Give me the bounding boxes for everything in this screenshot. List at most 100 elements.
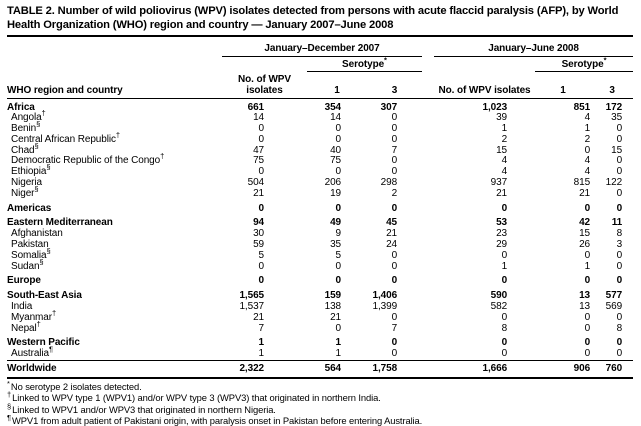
spacer-cell xyxy=(422,156,434,167)
row-democratic-republic-of-the-congo: Democratic Republic of the Congo† 75 75 … xyxy=(7,153,633,167)
row-label: Americas xyxy=(7,202,52,214)
cell-2007-isolates: 1,565 xyxy=(239,290,264,302)
row-label-cell: Afghanistan xyxy=(7,228,222,240)
row-label: Angola xyxy=(11,112,42,124)
empty-cell xyxy=(7,37,222,57)
cell-2007-isolates: 30 xyxy=(253,228,264,240)
row-worldwide: Worldwide 2,322 564 1,758 1,666 906 760 xyxy=(7,360,634,379)
row-chad: Chad§ 47 40 7 15 0 15 xyxy=(7,142,633,157)
cell-2008-isolates: 29 xyxy=(496,239,508,251)
cell-2008-serotype1: 1 xyxy=(584,123,591,135)
row-label-cell: Worldwide xyxy=(7,360,222,379)
cell-2007-serotype3: 1,758 xyxy=(367,360,423,379)
row-label: Democratic Republic of the Congo xyxy=(11,155,161,167)
cell-2008-serotype3: 0 xyxy=(616,275,623,287)
footnote-text: Linked to WPV1 and/or WPV3 that originat… xyxy=(12,403,276,415)
row-nigeria: Nigeria 504 206 298 937 815 122 xyxy=(7,177,633,189)
row-label: India xyxy=(11,301,33,313)
row-south-east-asia: South-East Asia 1,565 159 1,406 590 13 5… xyxy=(7,287,633,302)
cell-2007-isolates: 47 xyxy=(253,144,264,156)
cell-2008-serotype1: 0 xyxy=(584,249,591,261)
cell-2007-serotype3: 0 xyxy=(391,133,398,145)
spacer-cell xyxy=(422,334,434,349)
cell-2008-serotype3: 0 xyxy=(616,311,623,323)
cell-2008-isolates: 0 xyxy=(501,275,508,287)
row-footnote-marker: § xyxy=(34,141,39,151)
row-label: Benin xyxy=(11,123,37,135)
cell-2008-serotype1: 0 xyxy=(584,144,591,156)
cell-2008-isolates: 1,666 xyxy=(434,360,536,379)
cell-2008-isolates: 590 xyxy=(490,290,508,302)
cell-2007-serotype1: 1 xyxy=(335,348,342,360)
cell-2007-serotype3: 0 xyxy=(391,348,398,360)
cell-2008-serotype3: 0 xyxy=(616,337,623,349)
row-label-cell: Americas xyxy=(7,200,222,215)
spacer-cell xyxy=(422,262,434,273)
cell-2008-serotype1: 13 xyxy=(579,301,591,313)
cell-2007-isolates: 0 xyxy=(258,166,265,178)
cell-2008-isolates: 0 xyxy=(501,348,508,360)
row-label: Myanmar xyxy=(11,311,52,323)
cell-2007-serotype1: 0 xyxy=(335,275,342,287)
cell-2008-serotype3: 577 xyxy=(605,290,623,302)
cell-2007-serotype1: 9 xyxy=(335,228,342,240)
spacer-cell xyxy=(422,167,434,178)
spacer-cell xyxy=(422,98,434,113)
spacer-cell xyxy=(422,251,434,262)
row-footnote-marker: ¶ xyxy=(49,344,54,354)
row-label: Niger xyxy=(11,187,35,199)
row-label: Europe xyxy=(7,275,41,287)
row-afghanistan: Afghanistan 30 9 21 23 15 8 xyxy=(7,228,633,240)
row-myanmar: Myanmar† 21 21 0 0 0 0 xyxy=(7,309,633,324)
row-label-cell: India xyxy=(7,301,222,313)
spacer-cell xyxy=(422,146,434,157)
row-label-cell: Eastern Mediterranean xyxy=(7,214,222,229)
row-label: Western Pacific xyxy=(7,337,80,349)
spacer-cell xyxy=(422,287,434,302)
cell-2007-serotype3: 0 xyxy=(391,337,398,349)
cell-2007-isolates: 2,322 xyxy=(222,360,307,379)
cell-2008-serotype3: 8 xyxy=(616,322,623,334)
cell-2007-isolates: 1,537 xyxy=(239,301,264,313)
row-footnote-marker: § xyxy=(46,162,51,172)
cell-2008-serotype1: 0 xyxy=(584,202,591,214)
spacer-cell xyxy=(422,71,435,99)
cell-2008-serotype1: 26 xyxy=(579,239,591,251)
cell-2008-serotype3: 0 xyxy=(616,133,623,145)
row-africa: Africa 661 354 307 1,023 851 172 xyxy=(7,98,633,113)
serotype3-2008-column-header: 3 xyxy=(591,71,634,99)
cell-2007-serotype1: 49 xyxy=(330,217,341,229)
row-sudan: Sudan§ 0 0 0 1 1 0 xyxy=(7,258,633,273)
cell-2007-serotype3: 45 xyxy=(386,217,398,229)
cell-2007-serotype1: 14 xyxy=(330,112,341,124)
footnote-marker: * xyxy=(7,378,10,388)
table-body: Africa 661 354 307 1,023 851 172 Angola †… xyxy=(7,98,634,379)
cell-2008-isolates: 4 xyxy=(501,155,508,167)
spacer-cell xyxy=(422,324,434,335)
empty-cell xyxy=(7,57,222,72)
row-eastern-mediterranean: Eastern Mediterranean 94 49 45 53 42 11 xyxy=(7,214,633,229)
footnote-australia-case: ¶WPV1 from adult patient of Pakistani or… xyxy=(7,414,633,426)
spacer-cell xyxy=(422,349,434,360)
cell-2008-isolates: 1,023 xyxy=(482,101,508,113)
cell-2007-isolates: 0 xyxy=(258,202,265,214)
row-label: Nigeria xyxy=(11,177,42,189)
cell-2008-serotype3: 569 xyxy=(605,301,623,313)
region-column-header: WHO region and country xyxy=(7,71,222,99)
cell-2008-serotype1: 4 xyxy=(584,112,591,124)
row-label-cell: Africa xyxy=(7,98,222,113)
row-label-cell: Somalia§ xyxy=(7,247,222,262)
row-footnote-marker: † xyxy=(36,319,41,329)
cell-2007-serotype3: 0 xyxy=(391,311,398,323)
serotype1-2007-column-header: 1 xyxy=(307,71,367,99)
cell-2007-isolates: 94 xyxy=(253,217,264,229)
footnotes: *No serotype 2 isolates detected. †Linke… xyxy=(7,379,633,426)
period-2007-header: January–December 2007 xyxy=(222,37,423,57)
footnote-marker: § xyxy=(7,401,12,411)
row-label-cell: Nepal† xyxy=(7,320,222,335)
cell-2008-serotype1: 13 xyxy=(579,290,591,302)
spacer-cell xyxy=(422,37,434,57)
row-label-cell: Central African Republic† xyxy=(7,131,222,146)
cell-2007-serotype1: 75 xyxy=(330,155,341,167)
cell-2007-serotype1: 5 xyxy=(335,249,342,261)
